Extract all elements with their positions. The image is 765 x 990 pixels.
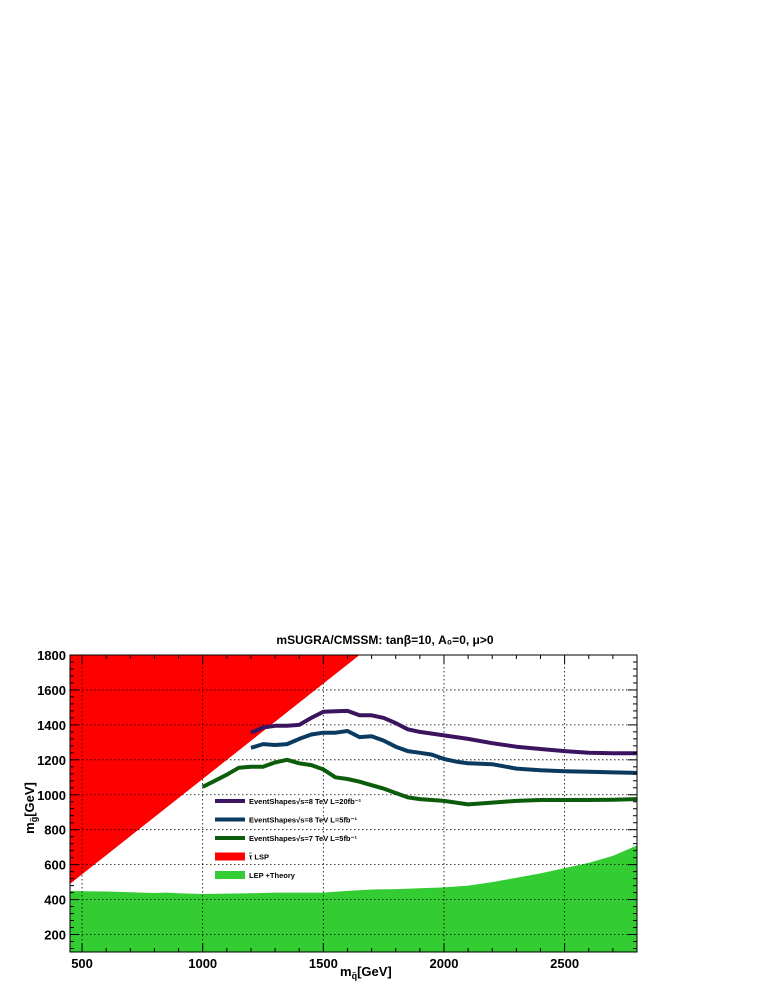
y-tick-label-6: 1400 bbox=[37, 718, 66, 733]
legend-swatch-3 bbox=[215, 852, 245, 861]
series-line-1 bbox=[250, 729, 638, 775]
exclusion-curves bbox=[201, 708, 638, 807]
x-tick-label-0: 500 bbox=[71, 956, 93, 971]
legend-swatch-2 bbox=[215, 836, 245, 840]
y-axis-title: mg̃[GeV] bbox=[22, 782, 39, 834]
legend-label-1: EventShapes√s=8 TeV L=5fb⁻¹ bbox=[249, 816, 357, 825]
region-4 bbox=[70, 845, 637, 952]
legend-swatch-0 bbox=[215, 799, 245, 803]
y-tick-label-8: 1800 bbox=[37, 648, 66, 663]
series-line-0 bbox=[250, 708, 637, 756]
y-tick-label-5: 1200 bbox=[37, 753, 66, 768]
x-tick-label-2: 1500 bbox=[309, 956, 338, 971]
x-tick-labels: 500 1000 1500 2000 2500 bbox=[71, 956, 579, 971]
y-tick-label-1: 400 bbox=[44, 893, 66, 908]
legend-swatch-1 bbox=[215, 817, 245, 822]
legend-swatch-4 bbox=[215, 871, 245, 879]
chart-title: mSUGRA/CMSSM: tanβ=10, A₀=0, μ>0 bbox=[276, 633, 493, 647]
axis-ticks bbox=[70, 654, 638, 952]
legend-label-4: LEP +Theory bbox=[249, 871, 296, 880]
legend-label-2: EventShapes√s=7 TeV L=5fb⁻¹ bbox=[249, 834, 357, 843]
grid-lines bbox=[70, 655, 637, 952]
series-line-2 bbox=[201, 757, 638, 807]
plot-frame bbox=[69, 654, 638, 953]
plot-area bbox=[69, 654, 638, 953]
y-tick-label-4: 1000 bbox=[37, 788, 66, 803]
legend-label-0: EventShapes√s=8 TeV L=20fb⁻¹ bbox=[249, 797, 362, 806]
x-tick-label-3: 2000 bbox=[430, 956, 459, 971]
x-axis-title: mq̃[GeV] bbox=[340, 964, 392, 981]
y-tick-label-3: 800 bbox=[44, 823, 66, 838]
x-tick-label-1: 1000 bbox=[188, 956, 217, 971]
filled-regions bbox=[70, 655, 637, 952]
x-tick-label-4: 2500 bbox=[550, 956, 579, 971]
y-tick-label-7: 1600 bbox=[37, 683, 66, 698]
legend: EventShapes√s=8 TeV L=20fb⁻¹ EventShapes√… bbox=[215, 797, 362, 880]
legend-label-3: τ̃ LSP bbox=[248, 853, 269, 862]
y-tick-label-2: 600 bbox=[44, 858, 66, 873]
y-tick-labels: 200 400 600 800 1000 1200 1400 1600 1800 bbox=[37, 648, 66, 943]
y-tick-label-0: 200 bbox=[44, 928, 66, 943]
region-3 bbox=[70, 655, 360, 884]
